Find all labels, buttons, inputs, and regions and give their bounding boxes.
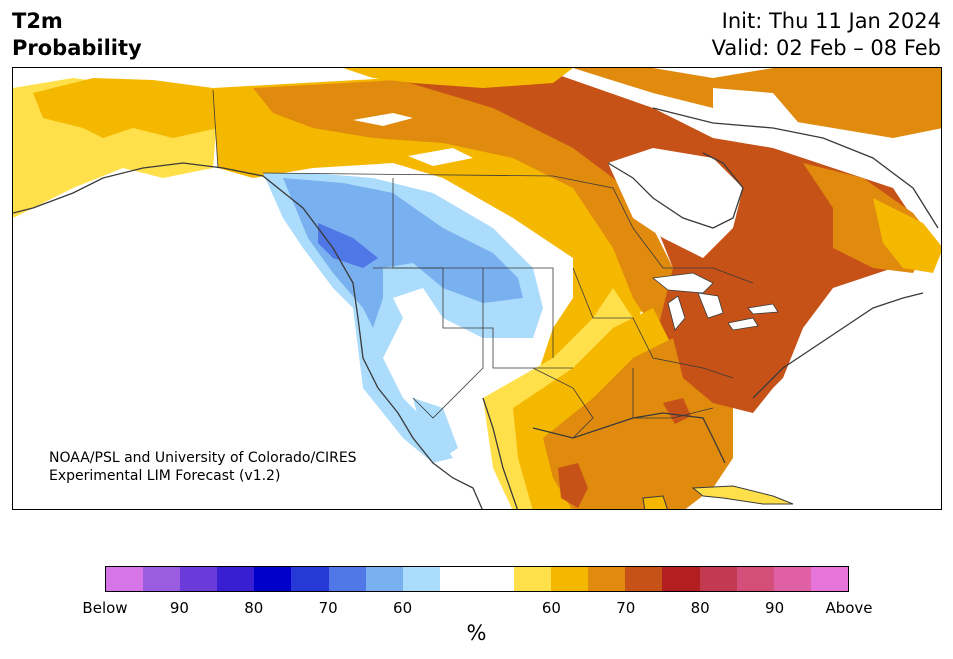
colorbar-segment	[476, 567, 515, 591]
northeast-red-orange	[393, 73, 913, 408]
colorbar-segment	[254, 567, 292, 591]
colorbar-segment	[328, 567, 366, 591]
colorbar-tick-label: 70	[318, 599, 338, 617]
colorbar-segment	[551, 567, 589, 591]
arctic-islands-yellow	[343, 68, 573, 88]
colorbar-segment	[625, 567, 663, 591]
colorbar-segment	[514, 567, 552, 591]
colorbar-tick-label: 90	[765, 599, 785, 617]
baffin-white	[713, 88, 803, 148]
title-right: Init: Thu 11 Jan 2024 Valid: 02 Feb – 08…	[712, 8, 941, 62]
credit-line-1: NOAA/PSL and University of Colorado/CIRE…	[49, 450, 357, 466]
colorbar-tick-label: 80	[690, 599, 710, 617]
arctic-white-1	[353, 113, 413, 126]
colorbar-tick-label: Above	[825, 599, 873, 617]
labrador-yellow	[873, 198, 941, 273]
west-medium-blue	[318, 223, 378, 268]
colorbar-segment	[143, 567, 181, 591]
gulf-of-california-light-blue	[413, 398, 458, 458]
arctic-white-2	[408, 148, 473, 166]
colorbar-segment	[439, 567, 477, 591]
title-left: T2m Probability	[12, 8, 142, 62]
colorbar-segment	[365, 567, 403, 591]
colorbar	[105, 566, 849, 592]
colorbar-segment	[662, 567, 700, 591]
ohio-red-orange	[673, 338, 773, 413]
colorbar-tick-label: 70	[616, 599, 636, 617]
colorbar-segment	[402, 567, 440, 591]
colorbar-tick-label: 80	[244, 599, 264, 617]
colorbar-tick-label: Below	[82, 599, 128, 617]
colorbar-segment	[588, 567, 626, 591]
colorbar-tick-label: 60	[393, 599, 413, 617]
colorbar-tick-label: 60	[541, 599, 561, 617]
colorbar-segment	[773, 567, 811, 591]
colorbar-segment	[810, 567, 848, 591]
bahamas-patch	[642, 495, 668, 509]
colorbar-segment	[180, 567, 218, 591]
valid-range: Valid: 02 Feb – 08 Feb	[711, 36, 941, 60]
map-panel	[12, 67, 942, 510]
colorbar-unit: %	[466, 621, 487, 645]
west-blue	[283, 178, 523, 328]
colorbar-tick-label: 90	[169, 599, 189, 617]
probability-map	[13, 68, 941, 509]
texas-red-orange	[558, 463, 588, 508]
colorbar-segment	[291, 567, 329, 591]
init-date: Init: Thu 11 Jan 2024	[721, 9, 941, 33]
colorbar-segment	[106, 567, 144, 591]
colorbar-segment	[217, 567, 255, 591]
great-lakes	[652, 272, 779, 331]
cuba-island	[691, 485, 794, 505]
colorbar-ticks: Below 90 80 70 60 60 70 80 90 Above	[82, 599, 872, 619]
hudson-white	[608, 148, 743, 258]
alaska-yellow	[33, 78, 218, 138]
variable-title: T2m	[12, 9, 63, 33]
colorbar-segment	[699, 567, 737, 591]
coastlines	[13, 107, 939, 509]
credit-line-2: Experimental LIM Forecast (v1.2)	[49, 468, 281, 484]
southeast-dark-orange	[543, 338, 733, 509]
colorbar-segment	[736, 567, 774, 591]
credit-text: NOAA/PSL and University of Colorado/CIRE…	[49, 449, 357, 485]
southeast-patch-red	[663, 398, 691, 424]
probability-title: Probability	[12, 36, 142, 60]
political-borders	[212, 89, 754, 439]
